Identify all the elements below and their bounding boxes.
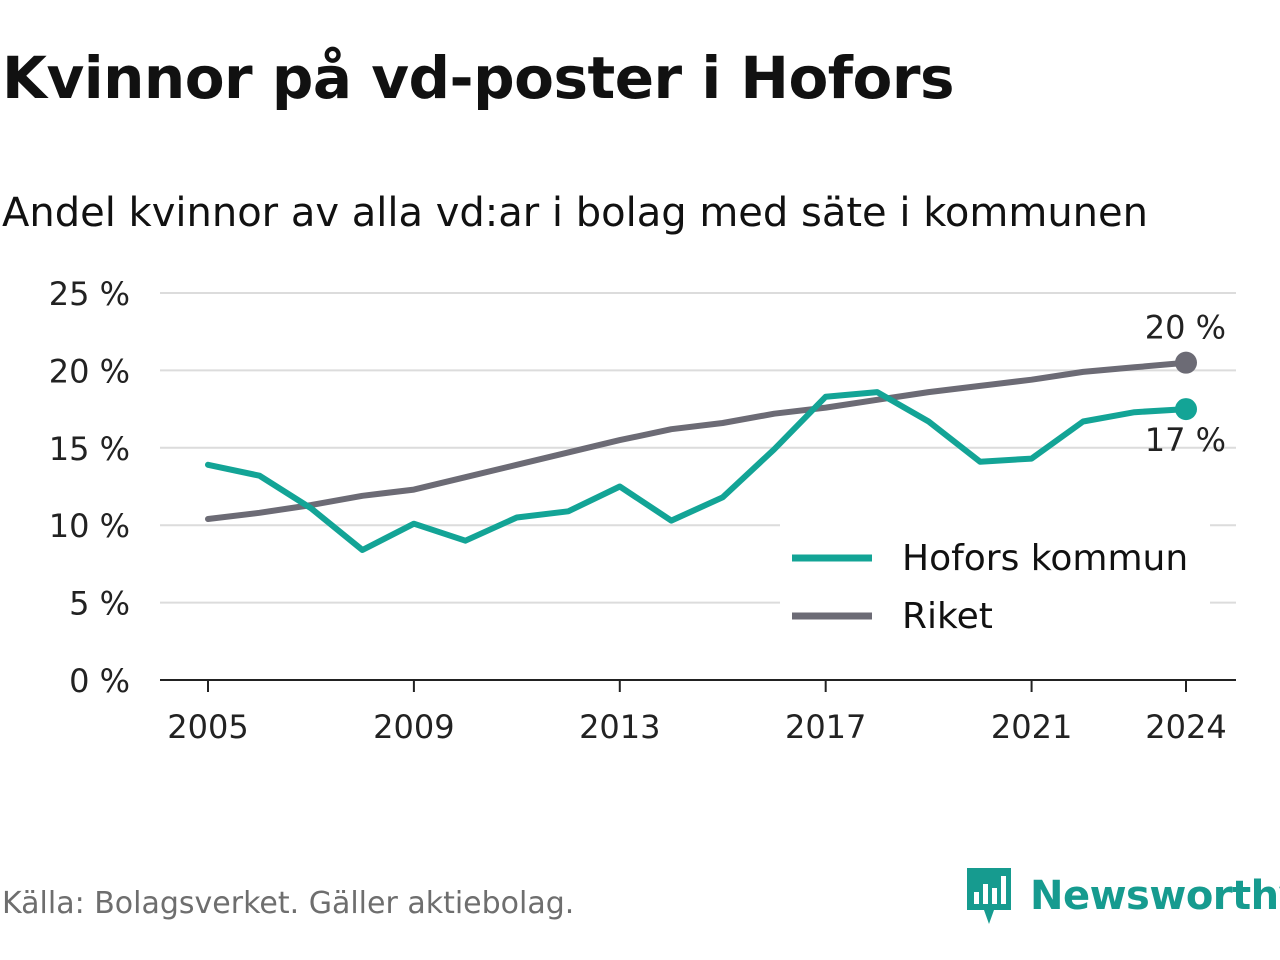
series-end-label: 17 % [1145,421,1226,459]
newsworthy-logo[interactable]: Newsworthy [964,866,1280,926]
x-tick-label: 2021 [991,708,1072,746]
x-tick-label: 2009 [373,708,454,746]
brand-name: Newsworthy [1030,873,1280,919]
x-tick-label: 2024 [1145,708,1226,746]
y-tick-label: 5 % [69,585,130,623]
y-tick-label: 0 % [69,662,130,700]
y-tick-label: 15 % [49,430,130,468]
series-end-label: 20 % [1145,309,1226,347]
legend-label: Hofors kommun [902,538,1188,579]
y-tick-label: 10 % [49,507,130,545]
series-line-hofors-kommun [205,389,1189,553]
x-tick-label: 2017 [785,708,866,746]
source-note: Källa: Bolagsverket. Gäller aktiebolag. [2,886,575,921]
chart-subtitle: Andel kvinnor av alla vd:ar i bolag med … [2,190,1148,236]
x-tick-label: 2005 [167,708,248,746]
chart-title: Kvinnor på vd-poster i Hofors [2,44,955,112]
series-end-marker [1175,398,1197,421]
y-tick-label: 25 % [49,275,130,313]
series-line-riket [205,359,1189,522]
legend-label: Riket [902,596,993,637]
y-tick-label: 20 % [49,352,130,390]
newsworthy-logo-icon [967,868,1011,924]
legend-box [780,524,1210,648]
series-end-marker [1175,351,1197,374]
x-tick-label: 2013 [579,708,660,746]
